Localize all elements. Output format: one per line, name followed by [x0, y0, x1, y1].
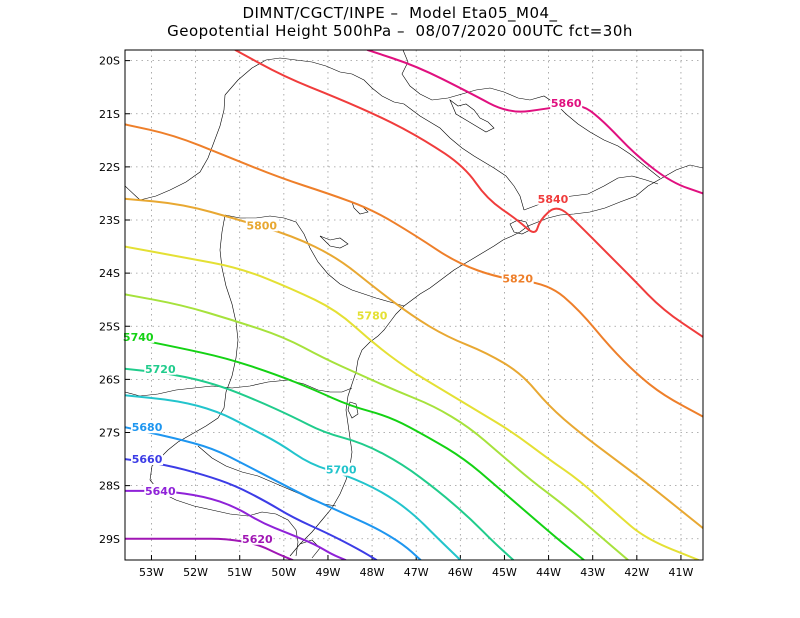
lat-label-23S: 23S: [99, 214, 120, 227]
lon-label-52W: 52W: [183, 566, 208, 579]
contour-5760: [125, 293, 629, 560]
contour-label-bg-5840: [536, 191, 569, 205]
parana-north-border: [139, 94, 226, 201]
contour-5700: [125, 394, 462, 560]
lon-label-41W: 41W: [669, 566, 694, 579]
lon-label-46W: 46W: [448, 566, 473, 579]
contour-5720: [125, 367, 515, 560]
contour-label-bg-5660: [131, 452, 164, 466]
furnas-reservoir: [449, 99, 495, 133]
lat-label-27S: 27S: [99, 427, 120, 440]
contour-label-bg-5820: [501, 271, 534, 285]
contour-label-5820: 5820: [502, 272, 533, 285]
contour-label-5740: 5740: [123, 331, 154, 344]
sao-paulo-state-border: [224, 57, 525, 211]
contour-label-5700: 5700: [326, 464, 357, 477]
contour-label-bg-5780: [356, 308, 389, 322]
parana-sao-paulo-border: [224, 214, 405, 307]
minas-gerais-border: [401, 50, 661, 179]
contour-5840: [234, 50, 703, 338]
contour-label-bg-5620: [241, 531, 274, 545]
contour-label-bg-5680: [131, 420, 164, 434]
lon-label-47W: 47W: [404, 566, 429, 579]
parana-west-border: [219, 214, 239, 377]
lat-label-21S: 21S: [99, 108, 120, 121]
lon-label-42W: 42W: [624, 566, 649, 579]
contour-5820: [125, 123, 703, 418]
lon-label-50W: 50W: [271, 566, 296, 579]
contour-label-bg-5700: [325, 462, 358, 476]
contour-label-bg-5740: [122, 329, 155, 343]
lat-label-20S: 20S: [99, 55, 120, 68]
graticule-grid: [125, 50, 703, 560]
contour-lines: [125, 50, 703, 560]
contour-5780: [125, 245, 700, 560]
uruguay-river-border: [149, 479, 299, 557]
longitude-tick-labels: 53W 52W 51W 50W 49W 48W 47W 46W 45W 44W 43W 42W 41W: [139, 566, 693, 579]
contour-label-bg-5720: [144, 361, 177, 375]
contour-label-bg-5860: [550, 96, 583, 110]
lat-label-22S: 22S: [99, 161, 120, 174]
ilha-florianopolis: [347, 401, 359, 419]
contour-label-5620: 5620: [242, 533, 273, 546]
lagoon-patos: [299, 539, 321, 559]
lon-label-53W: 53W: [139, 566, 164, 579]
latitude-tick-labels: 20S 21S 22S 23S 24S 25S 26S 27S 28S 29S: [99, 55, 120, 546]
contour-5620: [125, 537, 294, 560]
map-title-line-1: DIMNT/CGCT/INPE – Model Eta05_M04_: [242, 4, 558, 22]
lat-label-26S: 26S: [99, 373, 120, 386]
contour-label-5660: 5660: [132, 453, 163, 466]
parana-santa-catarina-border: [125, 379, 353, 397]
contour-label-5840: 5840: [538, 193, 569, 206]
contour-label-5800: 5800: [246, 219, 277, 232]
lon-label-45W: 45W: [492, 566, 517, 579]
lon-label-44W: 44W: [536, 566, 561, 579]
contour-5800: [125, 197, 703, 530]
contour-label-5860: 5860: [551, 97, 582, 110]
lat-label-24S: 24S: [99, 267, 120, 280]
lon-label-49W: 49W: [316, 566, 341, 579]
lat-label-25S: 25S: [99, 320, 120, 333]
plot-frame: [124, 49, 704, 561]
brazil-coastline: [289, 164, 703, 557]
guarapiranga-islands: [319, 235, 349, 249]
lon-label-51W: 51W: [227, 566, 252, 579]
mato-grosso-border: [125, 185, 141, 201]
contour-5860: [366, 50, 703, 195]
lon-label-48W: 48W: [360, 566, 385, 579]
contour-label-bg-5800: [245, 218, 278, 232]
coastline-and-borders: [125, 50, 703, 559]
contour-label-5720: 5720: [145, 363, 176, 376]
contour-label-5640: 5640: [145, 485, 176, 498]
contour-labels: 5860 5840 5820 5800 5780 5740 5720 5700 5680 5660…: [122, 96, 583, 546]
contour-5680: [125, 426, 422, 560]
lat-label-29S: 29S: [99, 533, 120, 546]
contour-label-5680: 5680: [132, 421, 163, 434]
contour-5740: [125, 335, 585, 560]
lon-label-43W: 43W: [580, 566, 605, 579]
contour-label-5780: 5780: [357, 310, 388, 323]
contour-label-bg-5640: [144, 483, 177, 497]
lat-label-28S: 28S: [99, 480, 120, 493]
map-title-line-2: Geopotential Height 500hPa – 08/07/2020 …: [167, 22, 633, 40]
